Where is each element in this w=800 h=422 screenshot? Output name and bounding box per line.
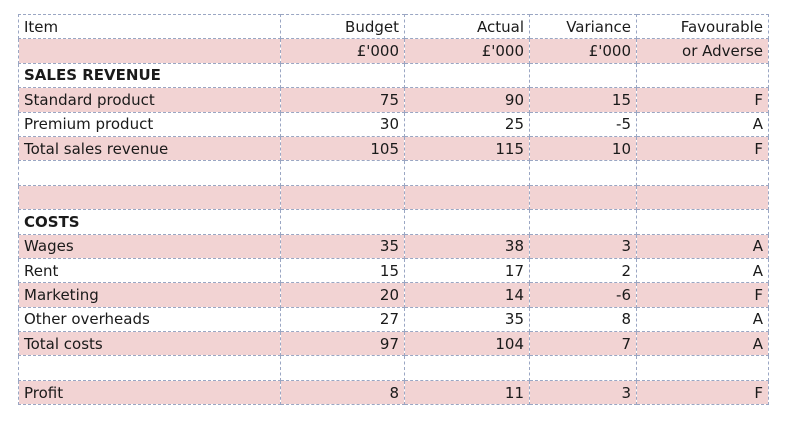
row-actual[interactable]: 104 [404, 331, 530, 357]
row-favourable[interactable]: A [636, 257, 769, 284]
row-variance[interactable]: 3 [529, 233, 637, 259]
empty-cell[interactable] [636, 355, 769, 381]
row-item[interactable]: Premium product [18, 111, 281, 137]
row-actual[interactable]: 25 [404, 111, 530, 137]
empty-cell[interactable] [636, 209, 769, 235]
row-favourable[interactable]: F [636, 282, 769, 308]
header-favourable[interactable]: Favourable [636, 13, 769, 40]
row-actual[interactable]: 38 [404, 233, 530, 259]
empty-cell[interactable] [18, 160, 281, 186]
empty-cell[interactable] [404, 160, 530, 186]
row-variance[interactable]: -6 [529, 282, 637, 308]
header-item[interactable]: Item [18, 13, 281, 40]
header-variance[interactable]: Variance [529, 13, 637, 40]
row-actual[interactable]: 115 [404, 135, 530, 162]
header-actual[interactable]: Actual [404, 13, 530, 40]
row-actual[interactable]: 90 [404, 87, 530, 113]
sales-section-title[interactable]: SALES REVENUE [18, 62, 281, 89]
header-budget[interactable]: Budget [280, 13, 405, 40]
row-item[interactable]: Profit [18, 379, 281, 406]
row-variance[interactable]: -5 [529, 111, 637, 137]
blank-row [18, 160, 769, 186]
empty-cell[interactable] [529, 160, 637, 186]
row-favourable[interactable]: A [636, 233, 769, 259]
row-favourable[interactable]: A [636, 111, 769, 137]
units-item[interactable] [18, 38, 281, 64]
row-item[interactable]: Wages [18, 233, 281, 259]
row-variance[interactable]: 8 [529, 306, 637, 333]
empty-cell[interactable] [404, 184, 530, 211]
costs-section-title[interactable]: COSTS [18, 209, 281, 235]
empty-cell[interactable] [529, 209, 637, 235]
units-variance[interactable]: £'000 [529, 38, 637, 64]
row-actual[interactable]: 35 [404, 306, 530, 333]
empty-cell[interactable] [280, 160, 405, 186]
row-actual[interactable]: 11 [404, 379, 530, 406]
row-favourable[interactable]: A [636, 306, 769, 333]
table-row: Standard product 75 90 15 F [18, 87, 769, 113]
row-budget[interactable]: 15 [280, 257, 405, 284]
blank-row [18, 355, 769, 381]
row-budget[interactable]: 8 [280, 379, 405, 406]
row-item[interactable]: Other overheads [18, 306, 281, 333]
row-variance[interactable]: 10 [529, 135, 637, 162]
table-row: Wages 35 38 3 A [18, 233, 769, 259]
row-item[interactable]: Standard product [18, 87, 281, 113]
row-favourable[interactable]: F [636, 379, 769, 406]
row-variance[interactable]: 2 [529, 257, 637, 284]
row-item[interactable]: Total sales revenue [18, 135, 281, 162]
empty-cell[interactable] [18, 184, 281, 211]
row-actual[interactable]: 14 [404, 282, 530, 308]
table-row: Other overheads 27 35 8 A [18, 306, 769, 333]
budget-variance-table: Item Budget Actual Variance Favourable £… [18, 13, 769, 406]
row-favourable[interactable]: A [636, 331, 769, 357]
row-budget[interactable]: 20 [280, 282, 405, 308]
empty-cell[interactable] [18, 355, 281, 381]
empty-cell[interactable] [280, 184, 405, 211]
table-row: Premium product 30 25 -5 A [18, 111, 769, 137]
profit-row: Profit 8 11 3 F [18, 379, 769, 406]
row-variance[interactable]: 3 [529, 379, 637, 406]
row-budget[interactable]: 35 [280, 233, 405, 259]
empty-cell[interactable] [636, 184, 769, 211]
table-row: Rent 15 17 2 A [18, 257, 769, 284]
table-row: Marketing 20 14 -6 F [18, 282, 769, 308]
empty-cell[interactable] [529, 184, 637, 211]
units-budget[interactable]: £'000 [280, 38, 405, 64]
row-variance[interactable]: 7 [529, 331, 637, 357]
row-budget[interactable]: 75 [280, 87, 405, 113]
blank-row [18, 184, 769, 211]
row-variance[interactable]: 15 [529, 87, 637, 113]
empty-cell[interactable] [529, 355, 637, 381]
row-favourable[interactable]: F [636, 135, 769, 162]
costs-section-row: COSTS [18, 209, 769, 235]
row-budget[interactable]: 30 [280, 111, 405, 137]
empty-cell[interactable] [280, 355, 405, 381]
row-item[interactable]: Rent [18, 257, 281, 284]
header-row: Item Budget Actual Variance Favourable [18, 13, 769, 40]
empty-cell[interactable] [404, 209, 530, 235]
empty-cell[interactable] [280, 62, 405, 89]
empty-cell[interactable] [404, 62, 530, 89]
empty-cell[interactable] [636, 62, 769, 89]
table-row: Total sales revenue 105 115 10 F [18, 135, 769, 162]
empty-cell[interactable] [280, 209, 405, 235]
sales-section-row: SALES REVENUE [18, 62, 769, 89]
row-item[interactable]: Marketing [18, 282, 281, 308]
units-row: £'000 £'000 £'000 or Adverse [18, 38, 769, 64]
units-favourable[interactable]: or Adverse [636, 38, 769, 64]
table-row: Total costs 97 104 7 A [18, 331, 769, 357]
row-item[interactable]: Total costs [18, 331, 281, 357]
empty-cell[interactable] [404, 355, 530, 381]
row-budget[interactable]: 97 [280, 331, 405, 357]
empty-cell[interactable] [636, 160, 769, 186]
row-budget[interactable]: 27 [280, 306, 405, 333]
row-actual[interactable]: 17 [404, 257, 530, 284]
row-favourable[interactable]: F [636, 87, 769, 113]
row-budget[interactable]: 105 [280, 135, 405, 162]
units-actual[interactable]: £'000 [404, 38, 530, 64]
empty-cell[interactable] [529, 62, 637, 89]
